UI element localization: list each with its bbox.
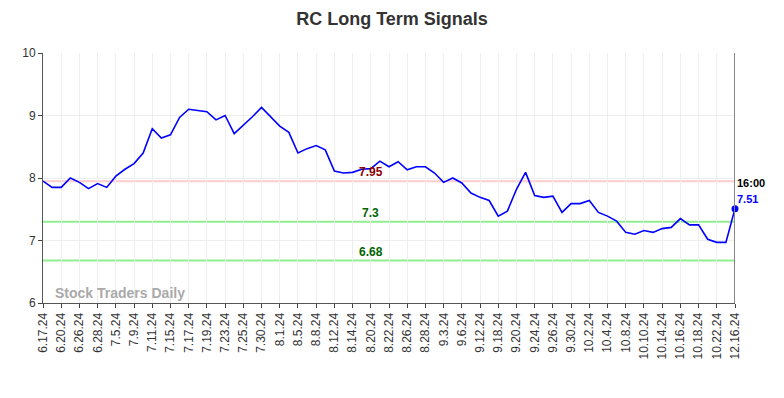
svg-text:10.16.24: 10.16.24: [673, 312, 687, 359]
svg-text:9.26.24: 9.26.24: [546, 312, 560, 352]
svg-text:8.1.24: 8.1.24: [273, 312, 287, 346]
svg-text:RC Long Term Signals: RC Long Term Signals: [296, 9, 488, 29]
svg-text:10.10.24: 10.10.24: [637, 312, 651, 359]
svg-text:8.12.24: 8.12.24: [327, 312, 341, 352]
svg-text:7.95: 7.95: [359, 165, 383, 179]
svg-text:8.22.24: 8.22.24: [382, 312, 396, 352]
svg-text:6.17.24: 6.17.24: [36, 312, 50, 352]
svg-text:7.19.24: 7.19.24: [200, 312, 214, 352]
svg-text:8: 8: [29, 171, 36, 185]
svg-text:7.23.24: 7.23.24: [218, 312, 232, 352]
svg-text:10.8.24: 10.8.24: [619, 312, 633, 352]
svg-text:7.25.24: 7.25.24: [236, 312, 250, 352]
svg-text:8.5.24: 8.5.24: [291, 312, 305, 346]
svg-text:9.20.24: 9.20.24: [509, 312, 523, 352]
svg-text:8.8.24: 8.8.24: [309, 312, 323, 346]
svg-text:8.26.24: 8.26.24: [400, 312, 414, 352]
svg-text:10.14.24: 10.14.24: [655, 312, 669, 359]
svg-text:7.5.24: 7.5.24: [109, 312, 123, 346]
svg-text:6.20.24: 6.20.24: [54, 312, 68, 352]
svg-text:16:00: 16:00: [737, 177, 765, 189]
svg-text:9.30.24: 9.30.24: [564, 312, 578, 352]
svg-text:6.26.24: 6.26.24: [72, 312, 86, 352]
svg-text:8.14.24: 8.14.24: [345, 312, 359, 352]
svg-text:10.22.24: 10.22.24: [710, 312, 724, 359]
svg-text:7.30.24: 7.30.24: [254, 312, 268, 352]
svg-text:9.24.24: 9.24.24: [528, 312, 542, 352]
svg-text:9.3.24: 9.3.24: [437, 312, 451, 346]
svg-text:10.2.24: 10.2.24: [582, 312, 596, 352]
svg-text:8.28.24: 8.28.24: [418, 312, 432, 352]
svg-text:7.15.24: 7.15.24: [163, 312, 177, 352]
svg-text:10.18.24: 10.18.24: [691, 312, 705, 359]
svg-text:7.9.24: 7.9.24: [127, 312, 141, 346]
svg-text:7.17.24: 7.17.24: [182, 312, 196, 352]
svg-text:9.6.24: 9.6.24: [455, 312, 469, 346]
svg-text:6.68: 6.68: [359, 245, 383, 259]
svg-text:9: 9: [29, 109, 36, 123]
svg-text:12.16.24: 12.16.24: [728, 312, 742, 359]
svg-text:9.18.24: 9.18.24: [491, 312, 505, 352]
svg-text:6: 6: [29, 296, 36, 310]
svg-text:7: 7: [29, 234, 36, 248]
svg-text:7.51: 7.51: [737, 193, 758, 205]
svg-text:6.28.24: 6.28.24: [91, 312, 105, 352]
svg-text:7.11.24: 7.11.24: [145, 312, 159, 351]
svg-text:Stock Traders Daily: Stock Traders Daily: [55, 285, 185, 301]
svg-text:9.12.24: 9.12.24: [473, 312, 487, 352]
svg-text:10: 10: [22, 46, 36, 60]
svg-text:7.3: 7.3: [362, 206, 379, 220]
svg-text:8.20.24: 8.20.24: [364, 312, 378, 352]
svg-text:10.4.24: 10.4.24: [600, 312, 614, 352]
